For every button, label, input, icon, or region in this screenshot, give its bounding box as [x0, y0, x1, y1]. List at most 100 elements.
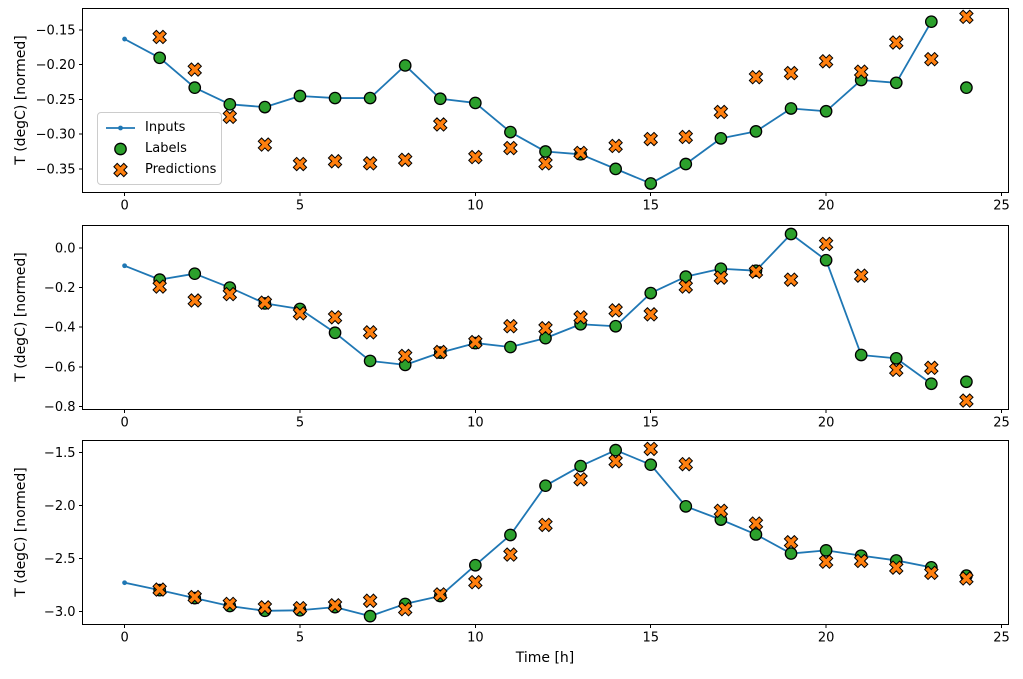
label-point [749, 125, 763, 138]
label-point [749, 528, 763, 541]
label-point [924, 15, 938, 29]
prediction-point [608, 453, 623, 469]
y-tick-label: −0.2 [44, 281, 76, 296]
prediction-point [713, 104, 729, 120]
label-point [784, 547, 798, 560]
prediction-point [888, 560, 904, 575]
y-tick-label: −0.35 [36, 162, 76, 177]
legend-item-inputs: Inputs [104, 117, 215, 138]
legend-label-labels: Labels [145, 141, 187, 156]
label-point [223, 97, 237, 111]
prediction-point [853, 64, 869, 80]
x-tick-label: 25 [993, 416, 1010, 431]
label-point [819, 104, 833, 118]
x-tick-label: 15 [642, 199, 659, 214]
legend: Inputs Labels Predictions [97, 112, 222, 185]
y-tick-label: −2.5 [44, 552, 76, 567]
label-point [539, 145, 552, 158]
prediction-point [152, 29, 167, 45]
label-point [784, 227, 798, 241]
prediction-point [503, 318, 518, 334]
subplot-1: 0 5 10 15 20 25 −0.15 −0.20 −0.25 −0.30 −0.35 [36, 8, 1010, 214]
x-tick-label: 15 [642, 416, 659, 431]
label-point [574, 459, 587, 473]
x-tick-label: 5 [296, 199, 304, 214]
prediction-point [643, 131, 659, 147]
prediction-point [853, 553, 869, 569]
label-point [293, 89, 307, 103]
x-tick-label: 15 [642, 631, 659, 646]
prediction-point [713, 503, 729, 519]
label-point [258, 100, 272, 114]
prediction-point [713, 270, 729, 285]
prediction-point [608, 303, 623, 318]
prediction-point [959, 571, 974, 586]
label-point [609, 319, 623, 333]
label-point [504, 125, 517, 139]
label-point [679, 157, 693, 171]
x-tick-label: 10 [467, 416, 484, 431]
prediction-point [608, 138, 623, 154]
subplot-3: 0 5 10 15 20 25 −1.5 −2.0 −2.5 −3.0 [44, 440, 1010, 646]
prediction-point [888, 35, 904, 50]
x-axis-ticks: 0 5 10 15 20 25 [120, 192, 1010, 214]
prediction-point [538, 156, 553, 171]
y-axis-ticks: −0.15 −0.20 −0.25 −0.30 −0.35 [36, 24, 83, 177]
plot-area-border [82, 440, 1009, 625]
inputs-line [122, 447, 934, 619]
input-point [122, 263, 127, 269]
label-point [504, 528, 517, 542]
x-tick-label: 10 [467, 631, 484, 646]
label-point [854, 348, 868, 362]
label-point [153, 51, 167, 65]
prediction-point [818, 236, 834, 252]
prediction-point [257, 137, 273, 152]
prediction-point [573, 145, 588, 161]
prediction-point [327, 597, 343, 613]
y-axis-ticks: −1.5 −2.0 −2.5 −3.0 [44, 446, 83, 620]
x-tick-label: 25 [993, 631, 1010, 646]
prediction-point [643, 307, 659, 322]
prediction-point [397, 348, 413, 364]
x-tick-label: 25 [993, 199, 1010, 214]
prediction-point [222, 109, 238, 125]
prediction-point [538, 517, 553, 533]
legend-label-predictions: Predictions [145, 162, 217, 177]
label-point [539, 479, 552, 493]
prediction-point [783, 65, 799, 81]
subplot-2: 0 5 10 15 20 25 0.0 −0.2 −0.4 −0.6 −0.8 [44, 225, 1010, 431]
label-point [609, 162, 623, 176]
input-point [122, 580, 127, 586]
prediction-point [748, 69, 764, 85]
label-point [363, 609, 377, 623]
prediction-point [397, 601, 413, 617]
prediction-point [924, 565, 939, 581]
prediction-point [818, 554, 834, 570]
label-point [609, 443, 623, 457]
label-point [539, 331, 552, 345]
prediction-point [959, 393, 974, 408]
label-point [889, 351, 903, 365]
label-point [468, 558, 482, 572]
predictions-x-glyph [113, 162, 128, 177]
x-tick-label: 0 [120, 199, 128, 214]
prediction-point [959, 9, 974, 25]
labels-circle-icon [114, 142, 127, 155]
label-point [504, 340, 517, 354]
prediction-point [924, 360, 939, 376]
prediction-point [327, 153, 343, 169]
label-point [960, 375, 973, 389]
predictions-points [152, 236, 974, 408]
label-point [188, 81, 202, 95]
prediction-point [187, 62, 203, 77]
y-axis-ticks: 0.0 −0.2 −0.4 −0.6 −0.8 [44, 241, 83, 415]
label-point [960, 81, 973, 95]
prediction-point [783, 534, 799, 550]
prediction-point [853, 268, 869, 283]
legend-label-inputs: Inputs [145, 120, 186, 135]
inputs-line-dot-icon [106, 125, 135, 130]
label-point [889, 76, 903, 90]
prediction-point [468, 574, 483, 590]
label-point [819, 544, 833, 557]
